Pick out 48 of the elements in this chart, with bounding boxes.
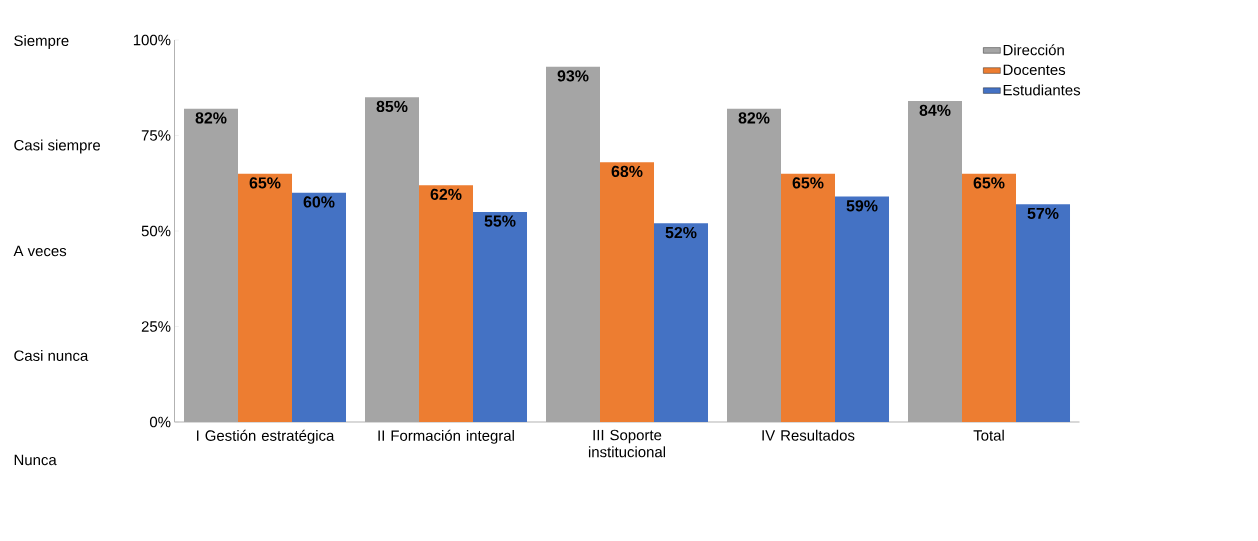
data-label: 57% [1027,207,1059,220]
text: A veces [13,245,67,257]
text: Casi siempre [14,139,101,154]
x-tick-label: II Formación integral [378,429,514,444]
bar [908,101,962,422]
bar [962,173,1017,422]
legend-label: Estudiantes [1003,84,1081,96]
data-label: 93% [557,70,589,82]
data-label: 82% [195,112,227,124]
data-label: 65% [249,177,281,189]
bar [473,211,527,422]
bar [546,66,600,422]
data-label: 59% [846,200,878,212]
bar [365,97,419,422]
bar [654,223,708,422]
data-label: 65% [792,177,824,189]
data-label: 60% [303,196,335,208]
y-tick-label: 50% [141,225,171,237]
data-label: 85% [376,100,408,113]
legend-label: Dirección [1003,44,1064,56]
bar [835,196,890,422]
bar [727,108,781,422]
y-tick-label: 0% [149,416,171,428]
y-tick-label: 25% [141,321,171,332]
data-label: 84% [919,104,951,116]
x-tick-label: IV Resultados [762,429,855,441]
text: Casi nunca [14,350,89,361]
data-label: 55% [484,215,516,227]
x-tick-label: Total [973,429,1004,441]
bar [238,173,292,422]
bar [1016,204,1071,422]
data-label: 82% [738,112,770,124]
bar [292,192,346,422]
bar [419,185,473,422]
y-tick-label: 75% [141,130,171,141]
data-label: 65% [973,177,1005,189]
legend-label: Docentes [1003,64,1066,76]
bar [184,108,238,422]
bar [600,162,654,422]
x-tick-label: I Gestión estratégica [197,429,335,444]
data-label: 62% [430,188,462,200]
data-label: 52% [665,226,697,239]
text: Siempre [14,35,69,49]
text: Nunca [14,454,57,466]
data-label: 68% [611,165,643,178]
y-tick-label: 100% [133,34,171,46]
x-tick-label: III Soporte institucional [588,429,666,458]
bar [781,173,835,422]
